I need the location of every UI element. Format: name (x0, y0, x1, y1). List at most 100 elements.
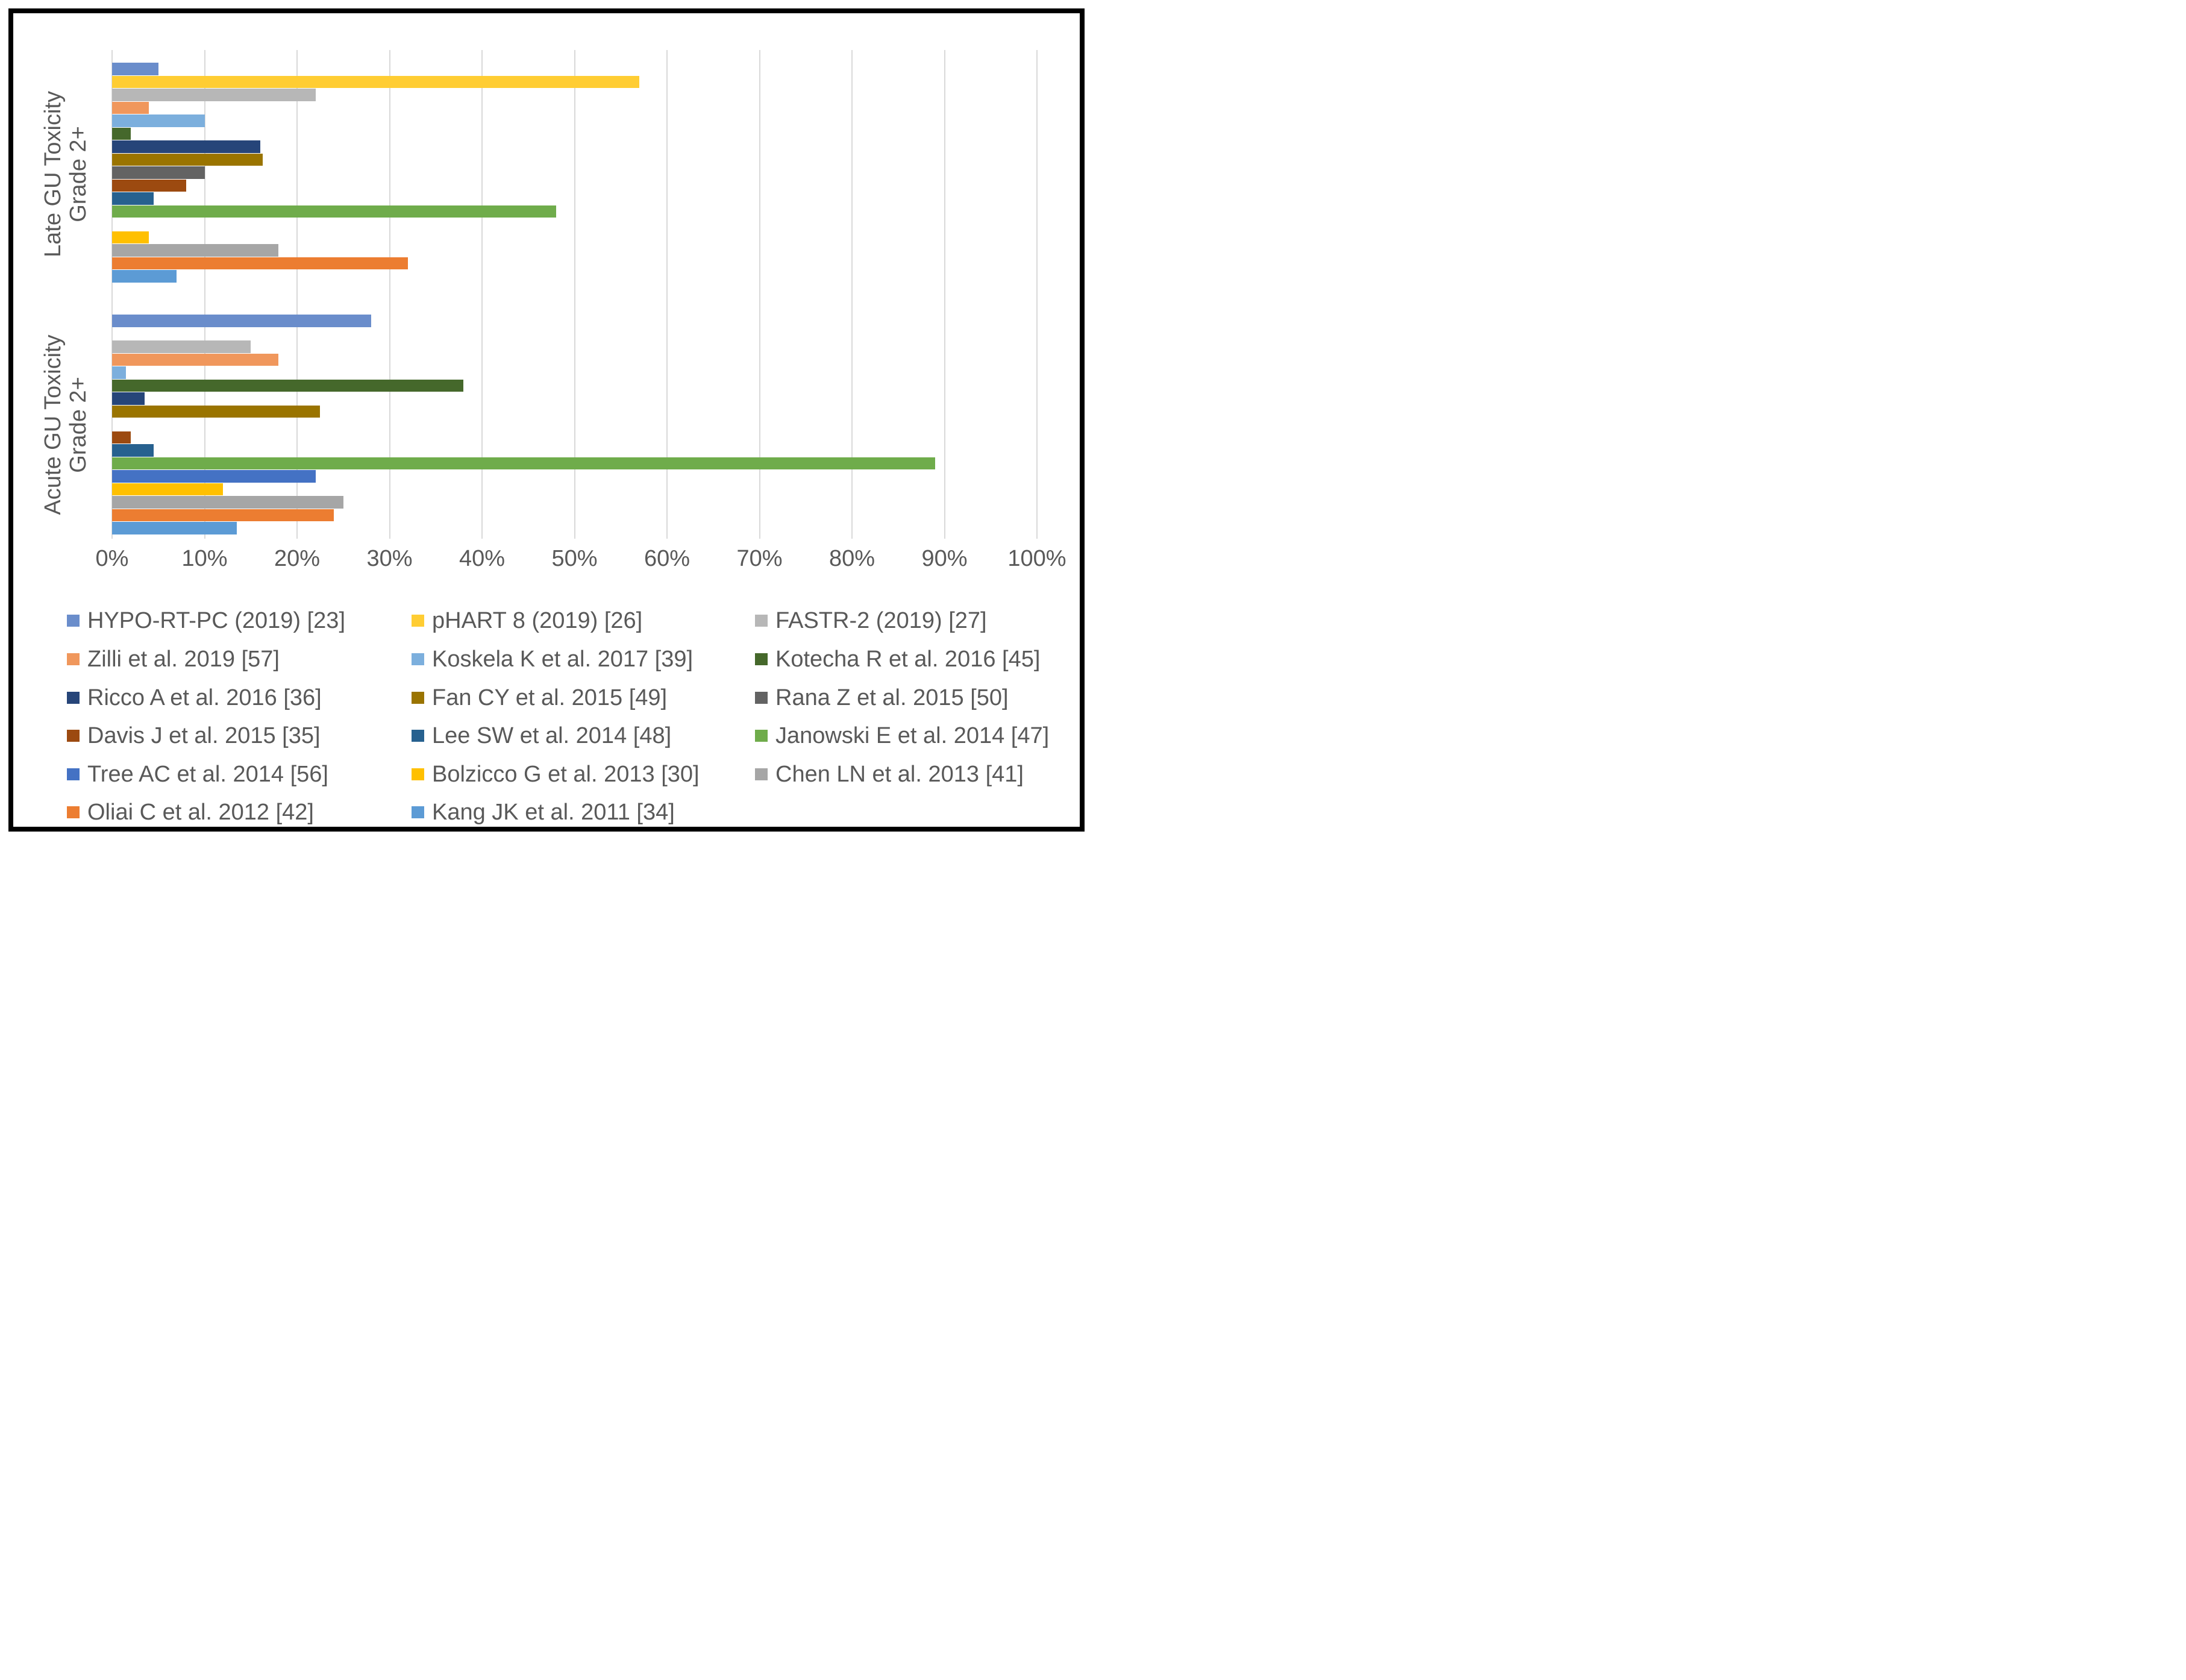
bar-late-series-13 (112, 231, 149, 243)
gridline-40 (481, 50, 483, 539)
bar-late-series-3 (112, 101, 149, 114)
bar-acute-series-6 (112, 392, 145, 405)
legend-label: Koskela K et al. 2017 [39] (432, 646, 694, 672)
bar-acute-series-3 (112, 353, 279, 366)
legend-item-0: HYPO-RT-PC (2019) [23] (67, 607, 346, 633)
bar-acute-series-9 (112, 431, 131, 444)
legend-label: HYPO-RT-PC (2019) [23] (87, 607, 346, 633)
legend-label: Janowski E et al. 2014 [47] (775, 722, 1050, 748)
bar-acute-series-13 (112, 483, 224, 495)
x-tick-label-90: 90% (921, 546, 968, 571)
chart-figure: Late GU Toxicity Grade 2+ Acute GU Toxic… (0, 0, 1093, 840)
legend-swatch-icon (67, 806, 80, 818)
bar-late-series-9 (112, 179, 186, 192)
legend-label: Oliai C et al. 2012 [42] (87, 799, 314, 825)
x-tick-label-0: 0% (95, 546, 129, 571)
bar-acute-series-14 (112, 496, 343, 509)
legend-item-13: Bolzicco G et al. 2013 [30] (412, 761, 700, 787)
legend-swatch-icon (755, 768, 768, 780)
bar-acute-series-0 (112, 315, 371, 327)
legend-label: Kotecha R et al. 2016 [45] (775, 646, 1041, 672)
plot-area (111, 50, 1038, 539)
x-tick-label-20: 20% (274, 546, 321, 571)
bar-late-series-15 (112, 257, 409, 269)
legend-item-14: Chen LN et al. 2013 [41] (755, 761, 1024, 787)
gridline-20 (296, 50, 298, 539)
legend-swatch-icon (755, 730, 768, 742)
gridline-30 (389, 50, 390, 539)
legend-label: FASTR-2 (2019) [27] (775, 607, 987, 633)
legend-item-4: Koskela K et al. 2017 [39] (412, 646, 694, 672)
legend-label: Fan CY et al. 2015 [49] (432, 685, 668, 710)
chart-frame-border: Late GU Toxicity Grade 2+ Acute GU Toxic… (8, 8, 1085, 832)
legend-item-6: Ricco A et al. 2016 [36] (67, 685, 322, 710)
legend-item-5: Kotecha R et al. 2016 [45] (755, 646, 1041, 672)
bar-late-series-4 (112, 114, 205, 127)
gridline-100 (1036, 50, 1038, 539)
legend-swatch-icon (412, 768, 424, 780)
bar-acute-series-16 (112, 522, 237, 534)
legend-label: Tree AC et al. 2014 [56] (87, 761, 328, 787)
gridline-10 (204, 50, 205, 539)
bar-late-series-14 (112, 244, 279, 257)
bar-late-series-6 (112, 140, 260, 153)
legend-swatch-icon (67, 730, 80, 742)
legend-swatch-icon (755, 615, 768, 627)
bar-late-series-8 (112, 166, 205, 179)
legend-swatch-icon (67, 653, 80, 665)
legend-swatch-icon (67, 615, 80, 627)
bar-acute-series-2 (112, 340, 251, 353)
bar-acute-series-15 (112, 509, 334, 521)
x-tick-label-80: 80% (828, 546, 875, 571)
bar-late-series-5 (112, 127, 131, 140)
legend-label: Davis J et al. 2015 [35] (87, 722, 321, 748)
legend-swatch-icon (67, 768, 80, 780)
x-tick-label-40: 40% (459, 546, 506, 571)
category-label-line: Acute GU Toxicity (40, 334, 66, 515)
legend-label: Zilli et al. 2019 [57] (87, 646, 280, 672)
bar-late-series-1 (112, 75, 639, 88)
legend-item-9: Davis J et al. 2015 [35] (67, 722, 321, 748)
bar-acute-series-4 (112, 366, 127, 379)
bar-acute-series-5 (112, 379, 464, 392)
x-tick-label-70: 70% (736, 546, 783, 571)
legend-label: Chen LN et al. 2013 [41] (775, 761, 1024, 787)
legend-swatch-icon (755, 653, 768, 665)
bar-acute-series-7 (112, 405, 321, 418)
gridline-80 (851, 50, 853, 539)
legend-item-12: Tree AC et al. 2014 [56] (67, 761, 328, 787)
legend-swatch-icon (412, 730, 424, 742)
x-tick-label-10: 10% (181, 546, 228, 571)
legend-label: pHART 8 (2019) [26] (432, 607, 643, 633)
bar-late-series-10 (112, 192, 154, 205)
gridline-60 (666, 50, 668, 539)
legend-label: Lee SW et al. 2014 [48] (432, 722, 672, 748)
gridline-0 (111, 50, 113, 539)
bar-acute-series-11 (112, 457, 936, 469)
legend-item-15: Oliai C et al. 2012 [42] (67, 799, 314, 825)
legend-swatch-icon (412, 692, 424, 704)
x-tick-label-60: 60% (644, 546, 691, 571)
legend-label: Rana Z et al. 2015 [50] (775, 685, 1009, 710)
bar-late-series-7 (112, 153, 263, 166)
legend-swatch-icon (67, 692, 80, 704)
bar-acute-series-12 (112, 470, 316, 483)
legend-swatch-icon (412, 615, 424, 627)
legend-swatch-icon (412, 653, 424, 665)
legend-item-11: Janowski E et al. 2014 [47] (755, 722, 1050, 748)
bar-late-series-16 (112, 270, 177, 283)
bar-late-series-2 (112, 89, 316, 101)
category-label-acute-gu: Acute GU Toxicity Grade 2+ (40, 244, 91, 606)
x-tick-label-50: 50% (551, 546, 598, 571)
legend-item-10: Lee SW et al. 2014 [48] (412, 722, 672, 748)
legend-label: Kang JK et al. 2011 [34] (432, 799, 675, 825)
legend-label: Ricco A et al. 2016 [36] (87, 685, 322, 710)
x-tick-label-30: 30% (366, 546, 413, 571)
bar-late-series-0 (112, 63, 158, 75)
legend-swatch-icon (412, 806, 424, 818)
category-label-line: Grade 2+ (66, 377, 91, 473)
x-axis: 0% 10% 20% 30% 40% 50% 60% 70% 80% 90% 100% (96, 546, 1066, 576)
legend-item-3: Zilli et al. 2019 [57] (67, 646, 280, 672)
legend-label: Bolzicco G et al. 2013 [30] (432, 761, 700, 787)
legend-item-2: FASTR-2 (2019) [27] (755, 607, 987, 633)
